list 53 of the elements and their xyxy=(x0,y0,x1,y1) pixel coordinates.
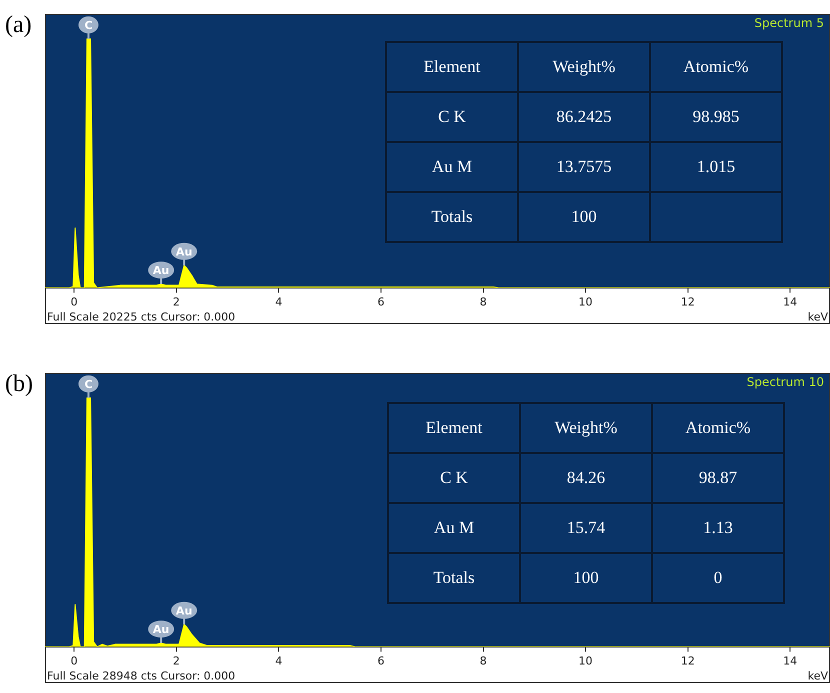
annotation: 13.7575 xyxy=(518,142,650,192)
x-tick-label: 6 xyxy=(377,654,384,668)
chart-title: Spectrum 10 xyxy=(746,375,824,390)
text: (a) xyxy=(5,12,32,39)
annotation: 86.2425 xyxy=(518,92,650,142)
x-tick-label: 4 xyxy=(275,654,282,668)
x-axis-title: keV xyxy=(808,669,828,682)
x-tick-label: 10 xyxy=(578,654,593,668)
annotation: Au M xyxy=(386,142,518,192)
annotation: C xyxy=(84,378,93,391)
x-tick-label: 6 xyxy=(377,295,384,308)
annotation: C K xyxy=(386,92,518,142)
annotation: 100 xyxy=(518,192,650,242)
x-axis-title: keV xyxy=(808,310,828,324)
chart-title: Spectrum 5 xyxy=(754,16,824,30)
annotation: Element xyxy=(388,403,520,453)
annotation: 98.985 xyxy=(650,92,782,142)
annotation: Totals xyxy=(386,192,518,242)
x-tick-label: 8 xyxy=(480,295,487,308)
annotation: Au xyxy=(176,604,192,618)
annotation: Weight% xyxy=(518,42,650,92)
x-tick-label: 14 xyxy=(783,654,798,668)
x-tick-label: 14 xyxy=(783,295,798,308)
annotation: Au xyxy=(176,245,192,258)
annotation: Atomic% xyxy=(650,42,782,92)
text: (b) xyxy=(5,371,33,398)
x-tick-label: 12 xyxy=(680,295,695,308)
x-tick-label: 0 xyxy=(70,654,78,668)
annotation: 0 xyxy=(652,553,784,603)
annotation: 15.74 xyxy=(520,503,652,553)
annotation: C xyxy=(84,18,93,32)
x-tick-label: 8 xyxy=(480,654,487,668)
annotation: Weight% xyxy=(520,403,652,453)
annotation: Au M xyxy=(388,503,520,553)
x-tick-label: 0 xyxy=(70,295,78,308)
x-tick-label: 12 xyxy=(680,654,695,668)
annotation: 1.13 xyxy=(652,503,784,553)
annotation: 84.26 xyxy=(520,453,652,503)
annotation: Element xyxy=(386,42,518,92)
annotation: Totals xyxy=(388,553,520,603)
x-tick-label: 2 xyxy=(172,654,180,668)
x-tick-label: 4 xyxy=(275,295,282,308)
annotation: C K xyxy=(388,453,520,503)
annotation: 1.015 xyxy=(650,142,782,192)
text: Full Scale 20225 cts Cursor: 0.000 xyxy=(47,310,236,324)
annotation: Au xyxy=(152,622,170,636)
text: Full Scale 28948 cts Cursor: 0.000 xyxy=(47,669,236,682)
x-tick-label: 10 xyxy=(578,295,593,308)
annotation: Au xyxy=(152,264,170,277)
annotation: Atomic% xyxy=(652,403,784,453)
annotation: 100 xyxy=(520,553,652,603)
x-tick-label: 2 xyxy=(172,295,180,308)
annotation: 98.87 xyxy=(652,453,784,503)
